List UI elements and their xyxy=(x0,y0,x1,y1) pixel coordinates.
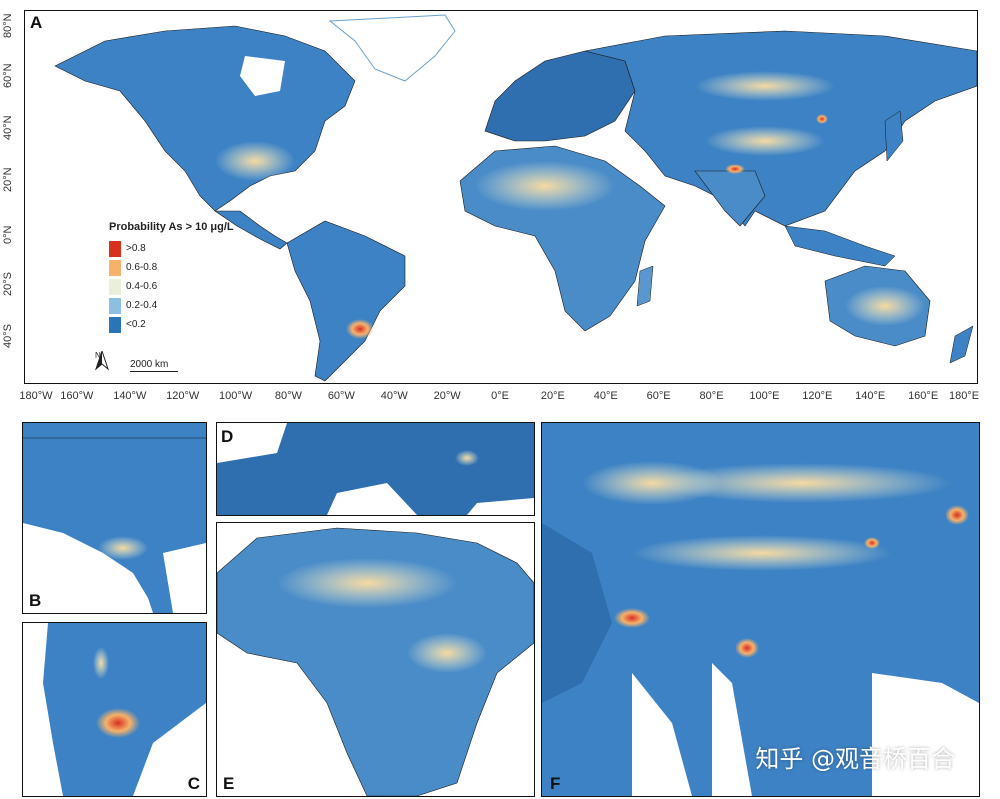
legend-label: >0.8 xyxy=(126,243,146,254)
panel-b: B xyxy=(22,422,207,614)
panel-c: C xyxy=(22,622,207,797)
lat-label: 40°N xyxy=(2,115,14,140)
panel-f-map xyxy=(542,423,979,796)
lon-label: 180°W xyxy=(19,390,53,402)
lon-label: 140°W xyxy=(113,390,147,402)
lon-label: 100°E xyxy=(749,390,780,402)
lat-label: 40°S xyxy=(2,324,14,348)
panel-label-d: D xyxy=(221,427,234,446)
india xyxy=(694,170,766,227)
lon-label: 40°W xyxy=(380,390,408,402)
legend-label: <0.2 xyxy=(126,319,146,330)
panel-f: F 知乎 @观音桥百合 xyxy=(541,422,980,797)
scale-bar-line xyxy=(130,371,178,372)
panel-label-a: A xyxy=(30,13,43,32)
legend-label: 0.4-0.6 xyxy=(126,281,158,292)
lat-label: 20°N xyxy=(2,167,14,192)
north-america xyxy=(54,25,356,212)
legend-title: Probability As > 10 μg/L xyxy=(109,221,234,233)
panel-b-map xyxy=(23,423,206,613)
lon-label: 40°E xyxy=(593,390,618,402)
lon-label: 180°E xyxy=(948,390,980,402)
legend-item: 0.6-0.8 xyxy=(109,258,234,277)
world-map-svg xyxy=(54,14,977,382)
legend-swatch xyxy=(109,259,121,276)
lat-label: 60°N xyxy=(2,63,14,88)
lat-label: 20°S xyxy=(2,272,14,296)
lon-label: 100°W xyxy=(218,390,253,402)
lon-label: 80°W xyxy=(274,390,302,402)
legend: Probability As > 10 μg/L >0.8 0.6-0.8 0.… xyxy=(109,221,234,334)
lon-label: 60°E xyxy=(646,390,671,402)
panel-e-map xyxy=(217,523,534,796)
panel-d: D xyxy=(216,422,535,516)
scale-bar: 2000 km xyxy=(130,359,178,372)
world-map-panel: A Probability As > 10 μg/L >0.8 0.6-0.8 … xyxy=(24,10,978,384)
lon-label: 0°E xyxy=(491,390,509,402)
legend-swatch xyxy=(109,240,121,257)
legend-item: <0.2 xyxy=(109,315,234,334)
legend-label: 0.2-0.4 xyxy=(126,300,158,311)
lat-label: 0°N xyxy=(2,225,14,244)
legend-item: 0.2-0.4 xyxy=(109,296,234,315)
legend-swatch xyxy=(109,316,121,333)
scale-bar-label: 2000 km xyxy=(130,359,169,370)
lon-label: 80°E xyxy=(699,390,724,402)
panel-c-map xyxy=(23,623,206,796)
lon-label: 160°E xyxy=(908,390,939,402)
lon-label: 120°E xyxy=(802,390,833,402)
panel-label-e: E xyxy=(223,774,235,793)
greenland xyxy=(328,14,456,82)
panel-e: E xyxy=(216,522,535,797)
lon-label: 20°W xyxy=(433,390,461,402)
lon-label: 160°W xyxy=(60,390,94,402)
panel-label-b: B xyxy=(29,591,42,610)
legend-label: 0.6-0.8 xyxy=(126,262,158,273)
legend-swatch xyxy=(109,278,121,295)
lat-label: 80°N xyxy=(2,13,14,38)
north-label: N xyxy=(95,351,101,360)
lon-label: 20°E xyxy=(540,390,565,402)
watermark: 知乎 @观音桥百合 xyxy=(755,745,955,773)
panel-label-f: F xyxy=(550,774,561,793)
legend-item: >0.8 xyxy=(109,239,234,258)
legend-swatch xyxy=(109,297,121,314)
lon-label: 120°W xyxy=(166,390,200,402)
europe xyxy=(484,50,636,142)
panel-label-c: C xyxy=(187,774,200,793)
lon-label: 60°W xyxy=(327,390,355,402)
lon-label: 140°E xyxy=(855,390,886,402)
legend-item: 0.4-0.6 xyxy=(109,277,234,296)
north-arrow-icon: N xyxy=(95,351,109,371)
south-america xyxy=(286,220,406,382)
panel-d-map xyxy=(217,423,534,515)
